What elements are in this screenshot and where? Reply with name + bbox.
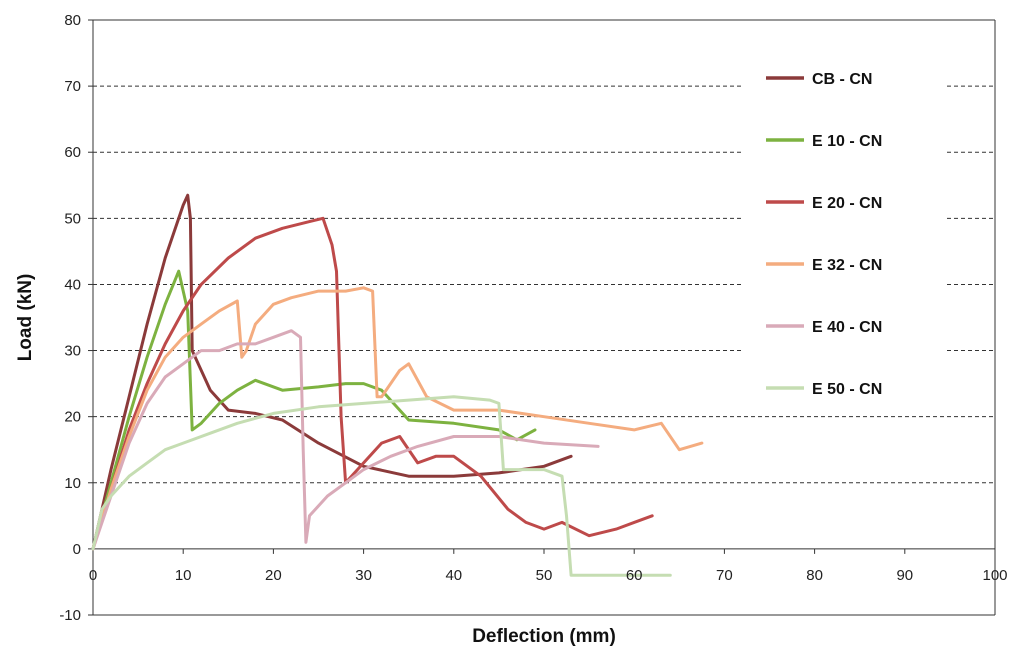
series-line-e-20-cn (91, 216, 654, 551)
x-tick-label: 30 (355, 567, 372, 584)
x-tick-label: 70 (716, 567, 733, 584)
y-axis-title: Load (kN) (15, 274, 36, 362)
x-tick-label: 80 (806, 567, 823, 584)
x-axis-title: Deflection (mm) (472, 626, 616, 647)
gridlines (93, 85, 995, 484)
y-tick-label: 40 (64, 276, 81, 293)
legend-label: E 50 - CN (812, 381, 882, 398)
x-tick-label: 100 (982, 567, 1007, 584)
y-tick-label: 0 (73, 541, 81, 558)
legend-label: E 32 - CN (812, 257, 882, 274)
x-tick-label: 10 (175, 567, 192, 584)
series-lines (91, 193, 704, 577)
y-tick-label: -10 (59, 607, 81, 624)
series-line-e-10-cn (91, 269, 537, 551)
series-line-e-32-cn (91, 286, 704, 551)
y-tick-label: 50 (64, 210, 81, 227)
x-tick-label: 90 (896, 567, 913, 584)
series-line-e-50-cn (91, 395, 672, 577)
legend-label: E 20 - CN (812, 195, 882, 212)
y-tick-label: 10 (64, 475, 81, 492)
x-tick-label: 60 (626, 567, 643, 584)
tick-labels: -10 0 10 20 30 40 50 60 70 80 0 10 20 30 40 50 60 70 80 90 1… (59, 12, 1007, 624)
axes (88, 19, 996, 616)
y-tick-label: 70 (64, 78, 81, 95)
legend-label: E 10 - CN (812, 133, 882, 150)
legend: CB - CN E 10 - CN E 20 - CN E 32 - CN E 40 -… (766, 71, 882, 398)
x-tick-label: 50 (536, 567, 553, 584)
legend-label: E 40 - CN (812, 319, 882, 336)
x-tick-label: 0 (89, 567, 97, 584)
legend-label: CB - CN (812, 71, 872, 88)
x-tick-label: 40 (445, 567, 462, 584)
y-tick-label: 60 (64, 144, 81, 161)
series-line-e-40-cn (91, 329, 600, 551)
y-tick-label: 80 (64, 12, 81, 29)
y-tick-label: 30 (64, 343, 81, 360)
y-tick-label: 20 (64, 409, 81, 426)
legend-background (744, 50, 944, 415)
x-tick-label: 20 (265, 567, 282, 584)
series-line-cb-cn (91, 193, 573, 551)
